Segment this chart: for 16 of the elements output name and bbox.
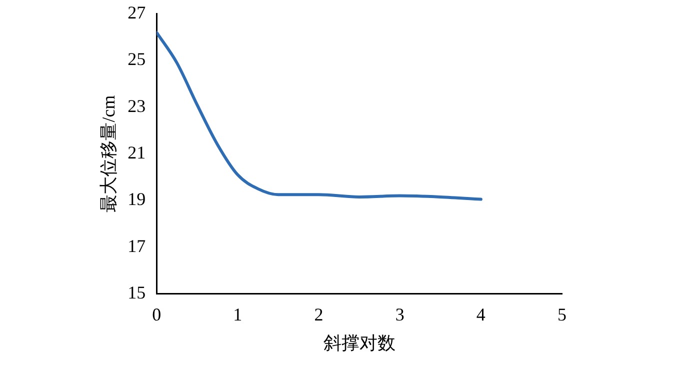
x-tick-label: 5: [558, 304, 566, 324]
x-tick-label: 4: [476, 304, 486, 324]
y-tick-label: 23: [128, 96, 146, 116]
x-tick-label: 3: [395, 304, 404, 324]
line-series: [156, 30, 482, 201]
y-tick-label: 25: [128, 49, 146, 70]
x-axis-title: 斜撑对数: [323, 332, 396, 353]
x-tick-label: 0: [152, 304, 162, 324]
y-axis-title: 最大位移量/cm: [98, 95, 119, 212]
x-tick-label: 2: [314, 304, 324, 324]
y-tick-label: 21: [128, 142, 146, 163]
y-tick-label: 15: [128, 282, 146, 303]
y-tick-label: 17: [128, 236, 146, 256]
x-tick-label: 1: [233, 304, 242, 324]
y-tick-label: 27: [128, 2, 146, 23]
y-tick-label: 19: [128, 189, 146, 210]
